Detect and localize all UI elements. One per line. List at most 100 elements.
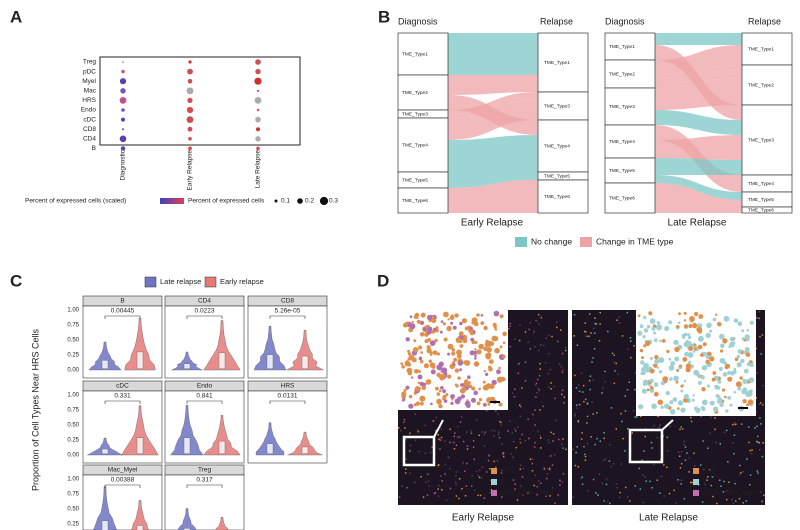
zoom-arrow [661,419,674,431]
speckle [694,465,696,467]
cell [653,363,658,368]
speckle [621,420,623,423]
cell [712,317,717,322]
speckle [759,417,761,419]
speckle [563,402,565,404]
speckle [735,500,737,502]
speckle [580,438,583,440]
speckle [591,361,593,363]
legend-swatch [491,479,497,485]
cell [677,400,684,406]
label: cDC [83,116,96,123]
speckle [653,424,655,427]
size-dot [274,199,278,203]
speckle [514,428,516,430]
speckle [496,460,499,462]
speckle [546,473,549,475]
node [537,179,589,214]
label: 0.3 [329,198,338,205]
label: TME_Type6 [402,198,428,204]
cell [677,407,680,410]
speckle [613,361,616,363]
label: TME_Type5 [609,168,635,174]
speckle [763,494,765,496]
cell [719,333,725,340]
label: Early Relapse [187,150,194,191]
cell [424,339,429,344]
speckle [638,467,640,470]
label: Endo [197,383,213,390]
speckle [528,328,530,331]
cell [687,333,691,337]
speckle [551,335,553,338]
label: Mac_Myel [108,467,138,474]
speckle [519,438,521,440]
cell [653,391,659,397]
speckle [529,458,532,460]
cell [401,394,406,399]
cell [502,341,506,345]
speckle [476,419,478,421]
cell [407,370,413,376]
cell [419,320,425,325]
speckle [547,439,549,441]
speckle [584,398,587,401]
cell [676,325,680,329]
speckle [634,388,636,391]
speckle [509,325,511,328]
cell [669,400,674,405]
speckle [552,440,554,442]
speckle [540,316,543,318]
speckle [464,495,467,497]
speckle [462,462,464,464]
speckle [690,416,692,419]
speckle [663,495,665,497]
label: 0.75 [67,492,79,498]
speckle [414,413,416,415]
dot [121,69,125,74]
label: Early relapse [220,277,264,286]
cell [653,331,656,335]
cell [650,319,656,324]
speckle [540,447,542,449]
speckle [531,462,534,465]
cell [459,368,462,372]
node [397,74,449,111]
speckle [758,317,760,320]
speckle [559,484,561,486]
label: 0.00 [67,368,79,374]
speckle [584,322,586,324]
speckle [424,481,427,484]
speckle [554,397,556,400]
speckle [622,437,624,440]
speckle [582,384,585,387]
cell [417,374,423,380]
dot [256,146,260,151]
flow [655,78,742,110]
speckle [548,467,551,469]
speckle [414,481,416,483]
label: TME_Type6 [609,195,635,201]
cell [683,332,688,337]
speckle [684,446,687,448]
cell [693,311,699,317]
facet-panel [82,474,163,530]
cell [682,357,688,362]
speckle [454,481,457,484]
speckle [581,483,584,486]
cell [408,403,414,409]
cell [483,403,487,407]
speckle [732,442,734,444]
speckle [755,397,757,399]
cell [408,394,413,399]
speckle [573,335,575,337]
label: No change [531,236,572,246]
cell [451,348,456,352]
speckle [406,487,408,489]
cell [471,387,475,391]
cell [740,358,745,364]
speckle [739,464,741,467]
speckle [491,429,493,432]
cell [674,356,680,362]
cell [656,324,662,331]
